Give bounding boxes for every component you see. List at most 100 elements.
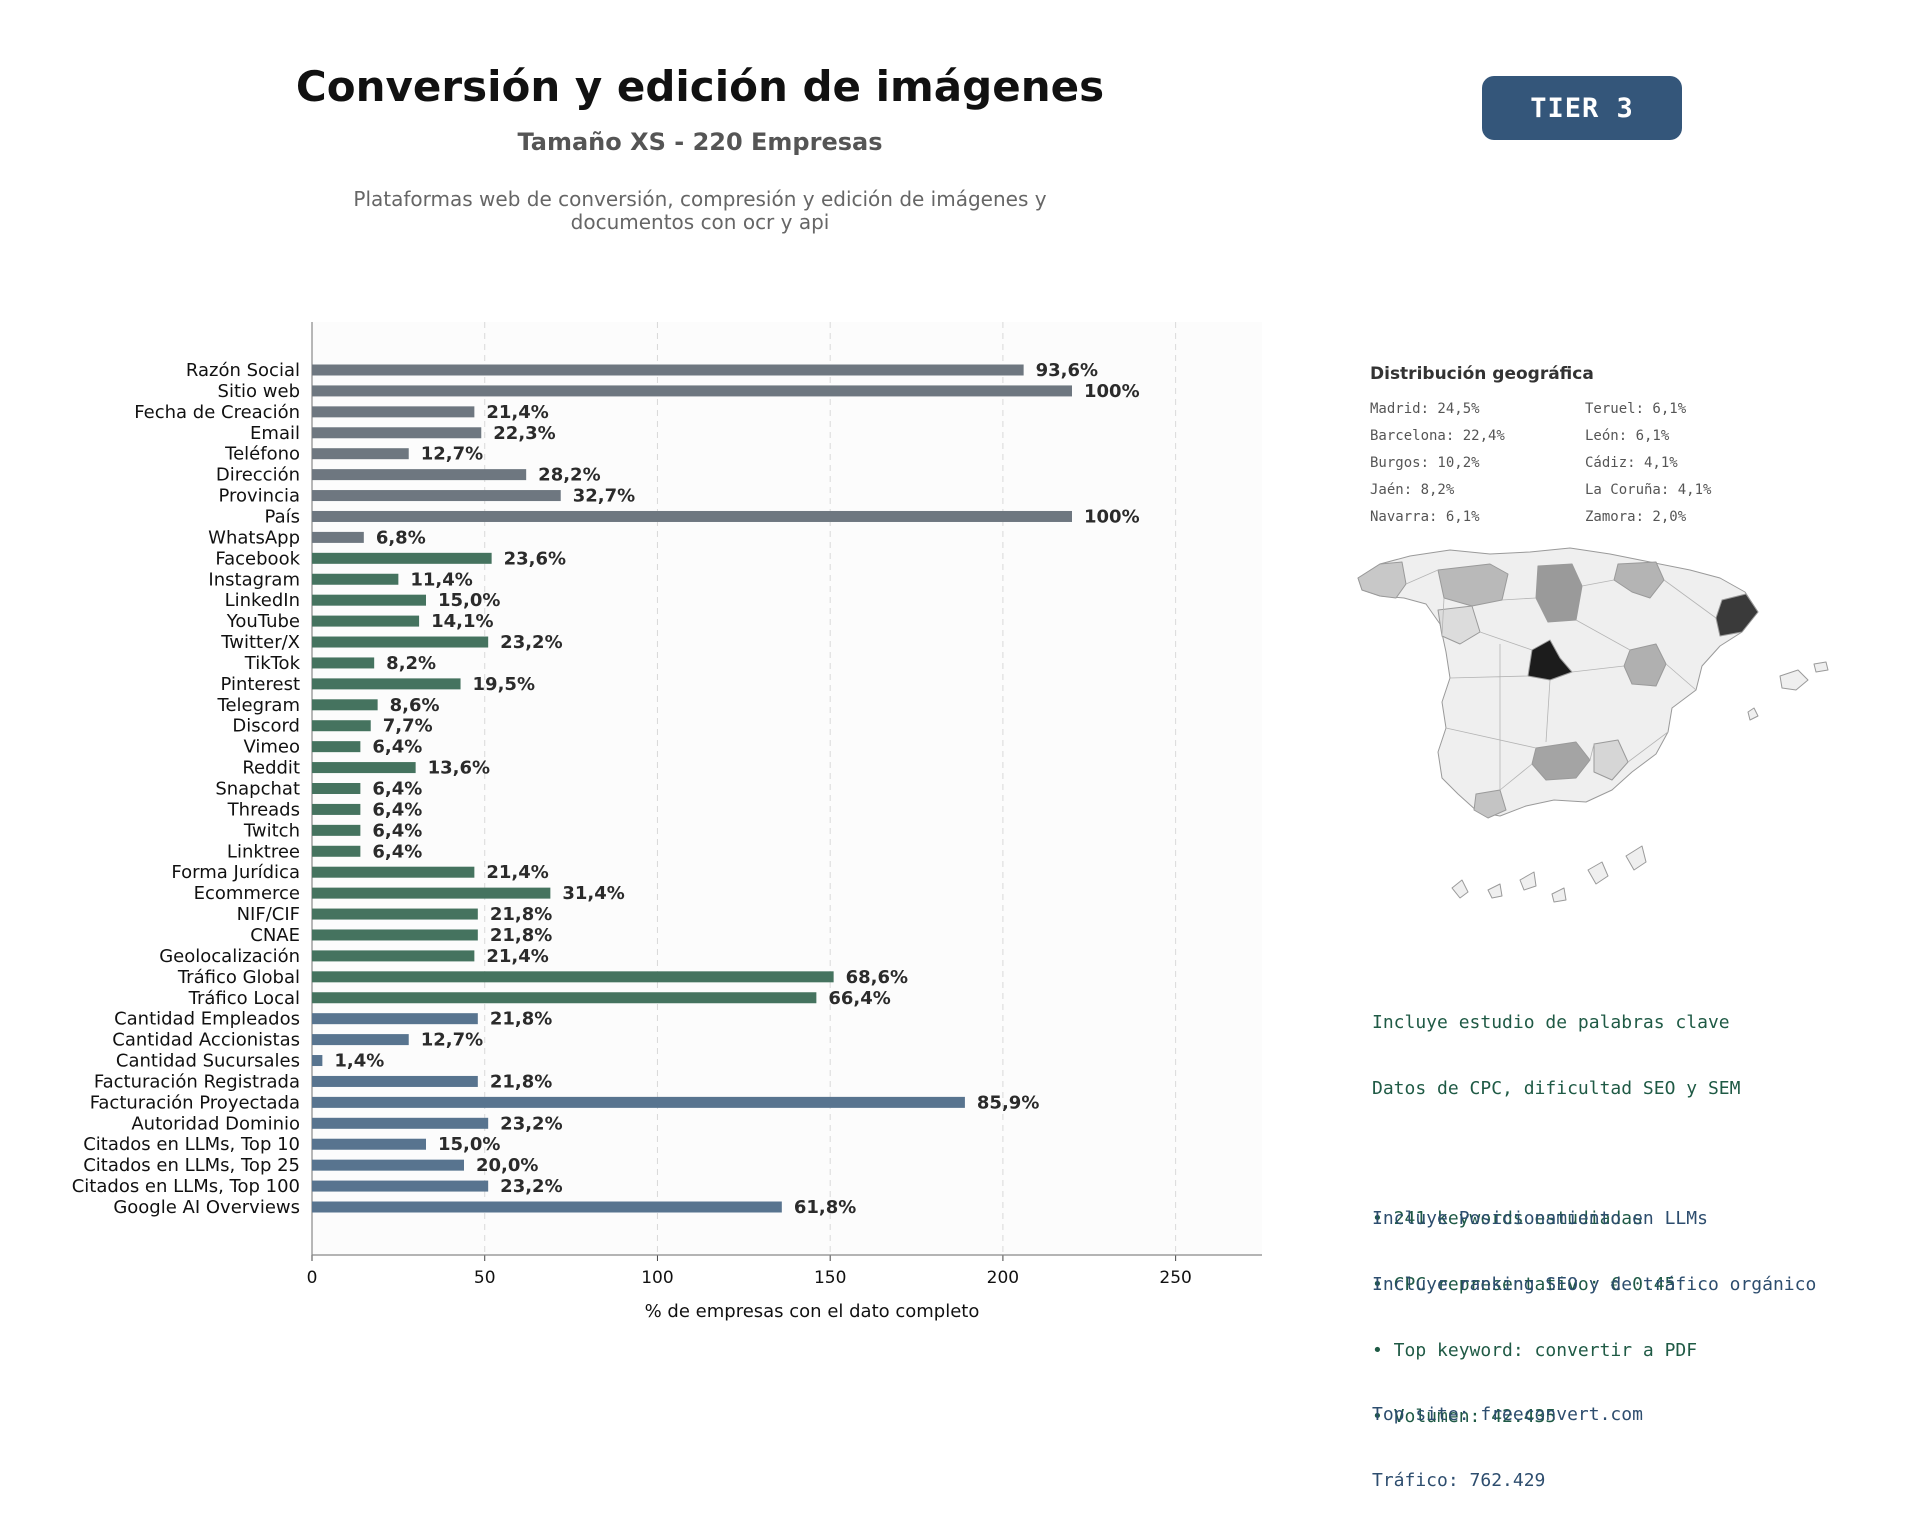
bar bbox=[312, 573, 399, 585]
bar bbox=[312, 720, 371, 732]
geo-item: León: 6,1% bbox=[1585, 428, 1670, 444]
value-label: 31,4% bbox=[562, 883, 624, 904]
map-balearic-ibiza bbox=[1747, 707, 1759, 721]
x-tick-label: 0 bbox=[307, 1268, 318, 1288]
llm-line-1: Incluye Posicionamiento en LLMs bbox=[1372, 1208, 1708, 1229]
bar bbox=[312, 531, 364, 543]
category-label: Ecommerce bbox=[194, 883, 300, 904]
value-label: 23,2% bbox=[500, 1176, 562, 1197]
value-label: 66,4% bbox=[828, 988, 890, 1009]
bar bbox=[312, 699, 378, 711]
value-label: 93,6% bbox=[1036, 360, 1098, 381]
x-tick-label: 250 bbox=[1159, 1268, 1191, 1288]
category-label: Vimeo bbox=[243, 737, 300, 758]
value-label: 13,6% bbox=[428, 758, 490, 779]
category-label: Teléfono bbox=[224, 444, 300, 465]
value-label: 21,8% bbox=[490, 1009, 552, 1030]
keywords-bullet-3: • Top keyword: convertir a PDF bbox=[1372, 1340, 1698, 1361]
value-label: 6,4% bbox=[372, 779, 422, 800]
map-province-borders bbox=[1405, 569, 1717, 791]
category-label: Cantidad Empleados bbox=[114, 1009, 300, 1030]
category-label: Cantidad Accionistas bbox=[112, 1030, 300, 1051]
map-balearic-menorca bbox=[1813, 661, 1829, 673]
category-label: YouTube bbox=[226, 611, 300, 632]
category-label: Dirección bbox=[216, 465, 300, 486]
value-label: 21,4% bbox=[486, 946, 548, 967]
bar bbox=[312, 866, 475, 878]
category-label: Citados en LLMs, Top 25 bbox=[83, 1155, 300, 1176]
map-region-granada bbox=[1593, 739, 1629, 781]
value-label: 22,3% bbox=[493, 423, 555, 444]
bar bbox=[312, 678, 461, 690]
x-axis-label: % de empresas con el dato completo bbox=[645, 1301, 980, 1322]
bar bbox=[312, 552, 492, 564]
bar bbox=[312, 1055, 323, 1067]
value-label: 100% bbox=[1084, 506, 1140, 527]
map-balearic-mallorca bbox=[1779, 669, 1809, 691]
value-label: 32,7% bbox=[573, 486, 635, 507]
category-label: Facturación Registrada bbox=[94, 1071, 300, 1092]
value-label: 61,8% bbox=[794, 1197, 856, 1218]
llm-line-2: Incluye ranking SEO y de tráfico orgánic… bbox=[1372, 1274, 1817, 1295]
value-label: 6,8% bbox=[376, 527, 426, 548]
llm-info-box: Incluye Posicionamiento en LLMs Incluye … bbox=[1372, 1164, 1816, 1514]
value-label: 21,4% bbox=[486, 862, 548, 883]
map-region-coruna bbox=[1357, 561, 1407, 599]
value-label: 15,0% bbox=[438, 590, 500, 611]
geo-item: Teruel: 6,1% bbox=[1585, 401, 1687, 417]
keywords-line-1: Incluye estudio de palabras clave bbox=[1372, 1012, 1730, 1033]
value-label: 21,8% bbox=[490, 1071, 552, 1092]
x-tick-label: 200 bbox=[987, 1268, 1019, 1288]
category-label: Citados en LLMs, Top 100 bbox=[72, 1176, 300, 1197]
bar bbox=[312, 824, 361, 836]
bar bbox=[312, 1096, 965, 1108]
value-label: 100% bbox=[1084, 381, 1140, 402]
bar bbox=[312, 1075, 478, 1087]
value-label: 6,4% bbox=[372, 841, 422, 862]
geo-item: Navarra: 6,1% bbox=[1370, 509, 1480, 525]
bar bbox=[312, 448, 409, 460]
category-label: Threads bbox=[227, 799, 300, 820]
bar bbox=[312, 510, 1072, 522]
bar bbox=[312, 385, 1072, 397]
value-label: 7,7% bbox=[383, 716, 433, 737]
chart-description: Plataformas web de conversión, compresió… bbox=[300, 188, 1100, 234]
bar bbox=[312, 803, 361, 815]
category-label: Twitter/X bbox=[220, 632, 300, 653]
tier-badge: TIER 3 bbox=[1482, 76, 1682, 140]
category-label: Telegram bbox=[217, 695, 300, 716]
geo-item: La Coruña: 4,1% bbox=[1585, 482, 1712, 498]
value-label: 23,2% bbox=[500, 632, 562, 653]
value-label: 21,8% bbox=[490, 925, 552, 946]
description-line-2: documentos con ocr y api bbox=[570, 210, 830, 234]
value-label: 6,4% bbox=[372, 799, 422, 820]
category-label: Email bbox=[250, 423, 300, 444]
x-tick-label: 150 bbox=[814, 1268, 846, 1288]
bar bbox=[312, 1013, 478, 1025]
category-label: Tráfico Local bbox=[188, 988, 300, 1009]
category-label: NIF/CIF bbox=[237, 904, 300, 925]
bar bbox=[312, 636, 489, 648]
value-label: 8,6% bbox=[390, 695, 440, 716]
value-label: 23,2% bbox=[500, 1113, 562, 1134]
geo-item: Burgos: 10,2% bbox=[1370, 455, 1480, 471]
category-label: Instagram bbox=[208, 569, 300, 590]
category-label: Google AI Overviews bbox=[113, 1197, 300, 1218]
category-label: Provincia bbox=[218, 486, 300, 507]
bar bbox=[312, 469, 527, 481]
map-region-zamora bbox=[1437, 605, 1481, 645]
map-region-cadiz bbox=[1473, 789, 1507, 819]
x-tick-label: 50 bbox=[474, 1268, 496, 1288]
bar bbox=[312, 762, 416, 774]
category-label: WhatsApp bbox=[208, 527, 300, 548]
geo-distribution-title: Distribución geográfica bbox=[1370, 364, 1594, 384]
bar bbox=[312, 971, 834, 983]
value-label: 1,4% bbox=[334, 1051, 384, 1072]
category-label: Facturación Proyectada bbox=[90, 1092, 300, 1113]
bar bbox=[312, 594, 426, 606]
category-label: TikTok bbox=[244, 653, 301, 674]
value-label: 6,4% bbox=[372, 737, 422, 758]
bar bbox=[312, 490, 561, 502]
category-label: Discord bbox=[232, 716, 300, 737]
spain-choropleth-map bbox=[1357, 547, 1829, 903]
